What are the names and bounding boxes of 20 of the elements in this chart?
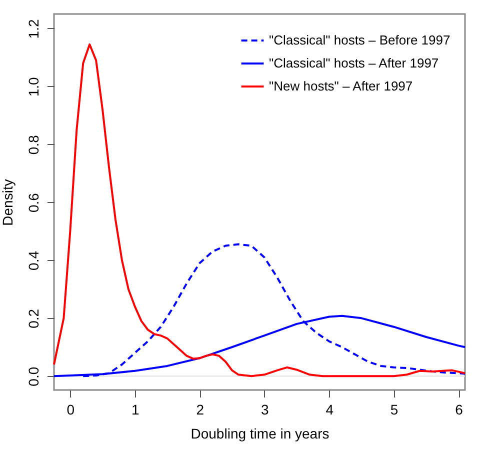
- x-tick-label: 5: [390, 402, 398, 418]
- x-tick-label: 1: [132, 402, 140, 418]
- x-tick-label: 4: [326, 402, 334, 418]
- y-tick-label: 0.6: [26, 192, 42, 213]
- y-tick-label: 1.2: [26, 19, 42, 39]
- x-tick-label: 0: [66, 402, 75, 418]
- y-tick-label: 0.4: [26, 250, 42, 270]
- legend-label: "New hosts" – After 1997: [269, 78, 413, 94]
- y-tick-label: 0.8: [26, 134, 42, 155]
- legend-label: "Classical" hosts – After 1997: [269, 56, 439, 70]
- y-axis-title: Density: [0, 179, 16, 226]
- x-axis-title: Doubling time in years: [190, 426, 330, 442]
- x-tick-label: 2: [196, 402, 204, 418]
- y-tick-label: 0.0: [26, 366, 42, 386]
- y-tick-label: 0.2: [26, 308, 42, 328]
- legend-label: "Classical" hosts – Before 1997: [269, 32, 450, 48]
- y-tick-label: 1.0: [26, 76, 42, 97]
- line-series: [53, 43, 466, 378]
- x-tick-label: 3: [260, 402, 269, 418]
- x-tick-label: 6: [455, 402, 464, 418]
